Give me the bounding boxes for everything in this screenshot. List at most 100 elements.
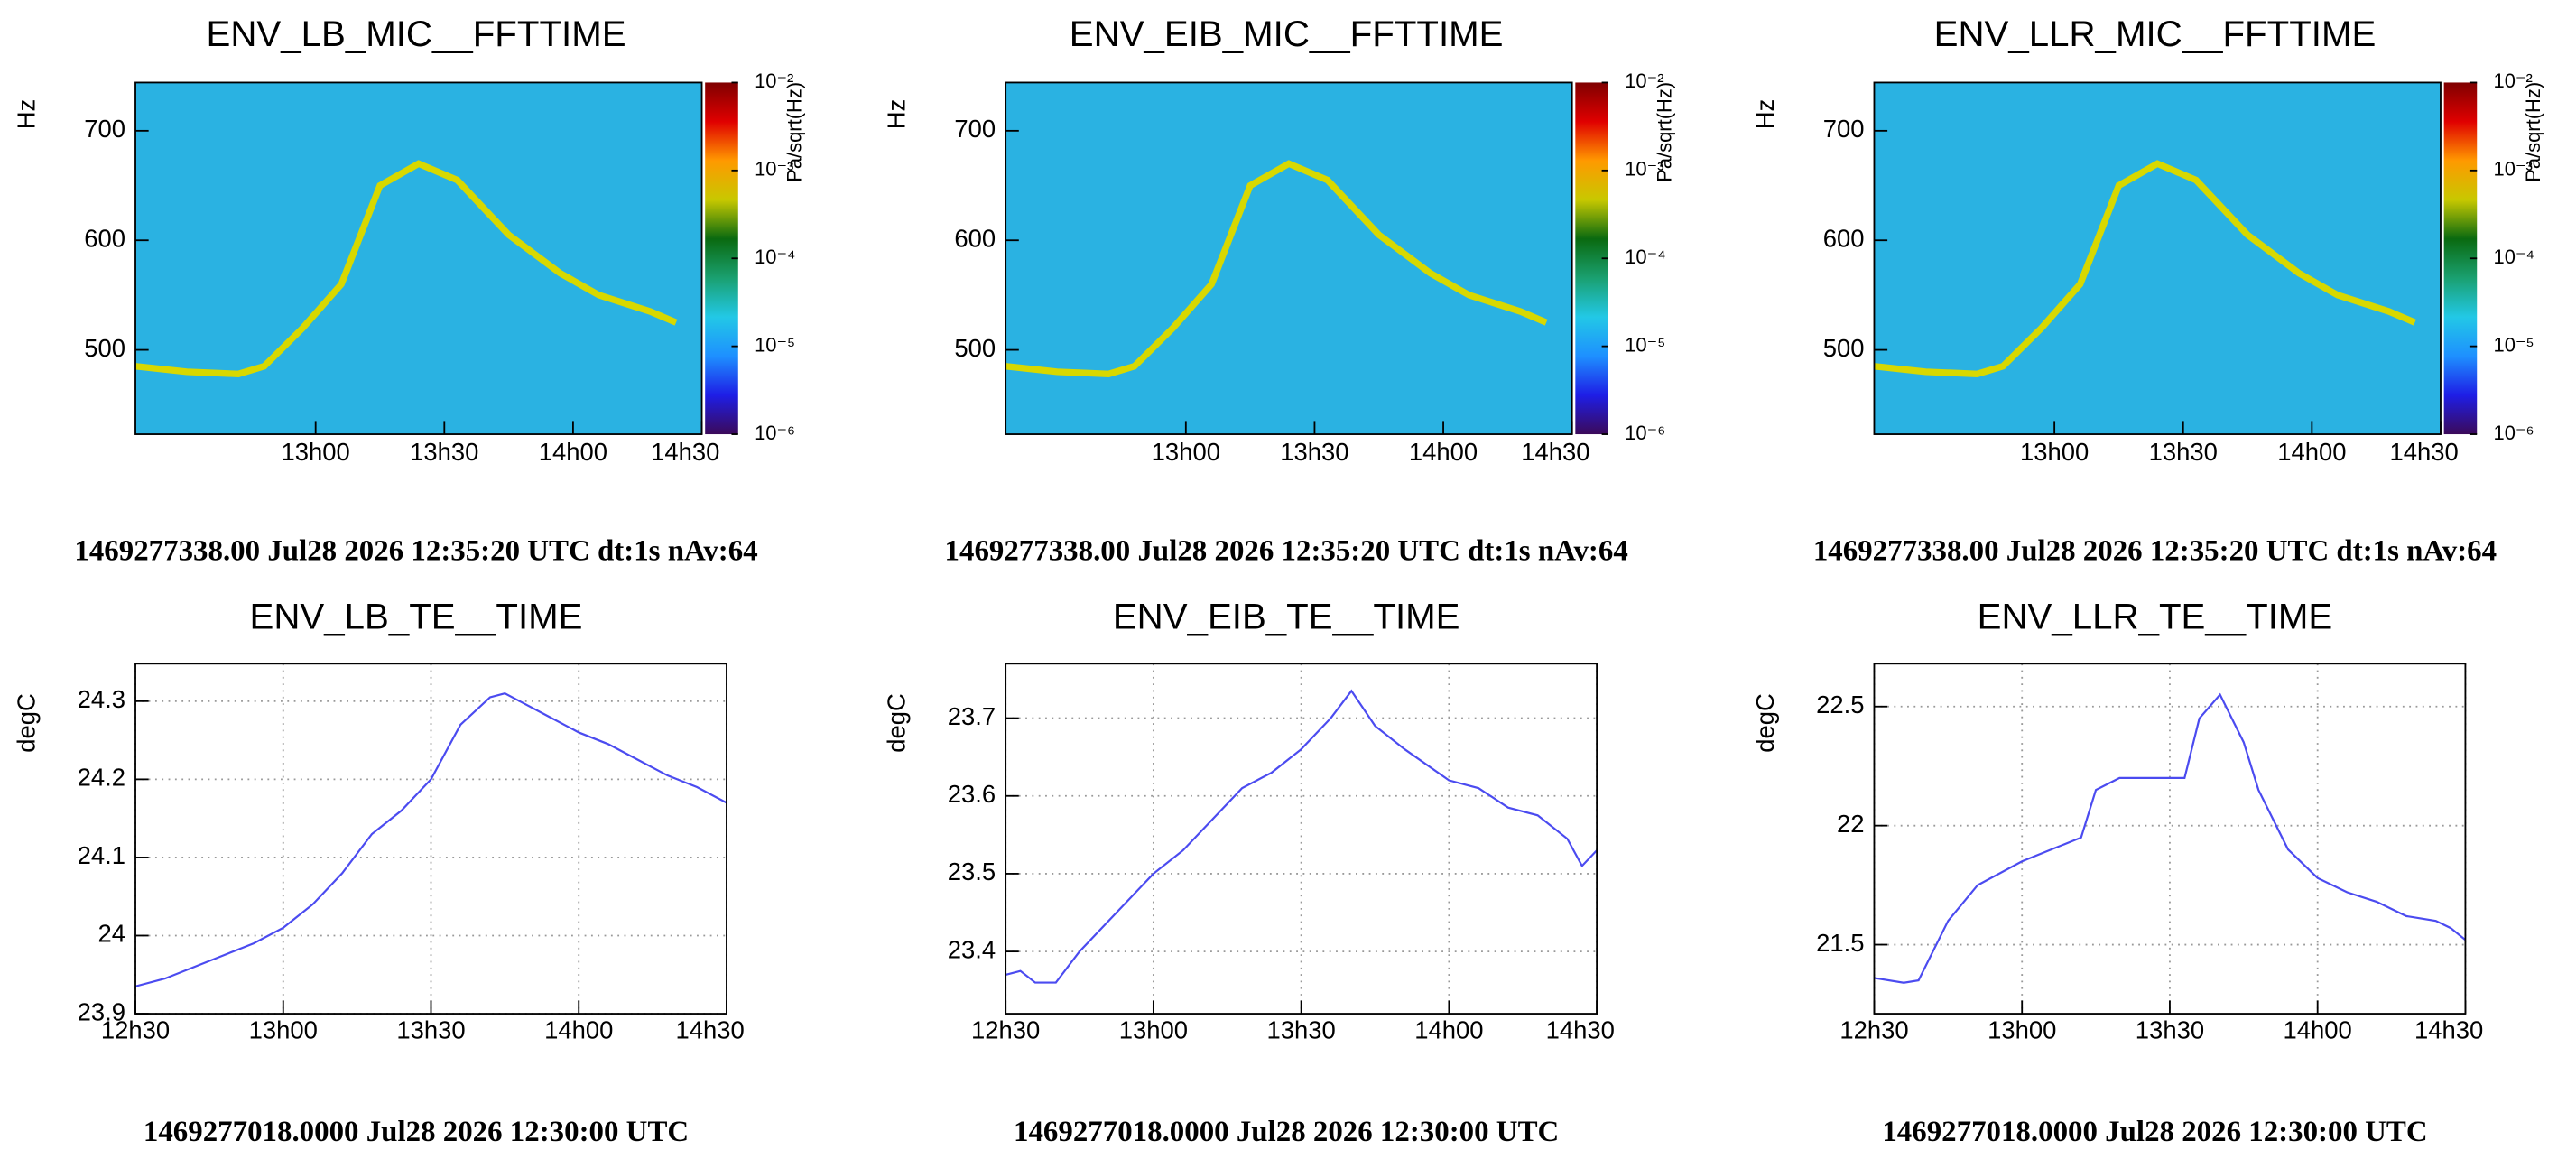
spectrogram-area	[1874, 82, 2441, 435]
x-tick-label: 14h00	[539, 438, 607, 466]
y-tick-label: 24.3	[78, 685, 125, 713]
ridge-line	[134, 160, 678, 377]
y-tick-label: 23.6	[948, 780, 996, 808]
x-tick-label: 14h00	[1409, 438, 1478, 466]
y-tick-label: 600	[1823, 224, 1865, 252]
y-tick-label: 24.2	[78, 764, 125, 792]
x-tick-label: 13h00	[249, 1015, 318, 1043]
ridge-line	[1005, 160, 1548, 377]
x-tick-label: 14h00	[544, 1015, 613, 1043]
z-tick-label: 10⁻⁶	[755, 422, 795, 444]
plot-frame	[134, 663, 727, 1015]
y-axis-label: Hz	[1751, 99, 1779, 130]
ridge-line	[1874, 160, 2416, 377]
x-tick-label: 12h30	[971, 1015, 1040, 1043]
x-tick-label: 14h00	[2277, 438, 2346, 466]
x-tick-label: 13h00	[1119, 1015, 1188, 1043]
y-tick-label: 500	[84, 334, 125, 362]
chart-title: ENV_LLR_MIC__FFTTIME	[1934, 14, 2377, 54]
plot-frame	[134, 81, 703, 435]
z-tick-label: 10⁻⁵	[1625, 333, 1665, 356]
y-tick-label: 23.5	[948, 858, 996, 885]
y-tick-label: 21.5	[1816, 929, 1864, 957]
y-tick-label: 600	[84, 224, 125, 252]
z-tick-label: 10⁻⁶	[2494, 422, 2534, 444]
y-tick-label: 24.1	[78, 841, 125, 869]
x-tick-label: 14h30	[676, 1015, 745, 1043]
z-tick-label: 10⁻³	[1625, 158, 1663, 181]
x-tick-label: 12h30	[1839, 1015, 1908, 1043]
z-tick-label: 10⁻³	[755, 158, 793, 181]
z-tick-label: 10⁻⁵	[2494, 333, 2534, 356]
plot-frame	[1873, 663, 2467, 1015]
x-tick-label: 13h30	[2149, 438, 2218, 466]
footer: 1469277018.0000 Jul28 2026 12:30:00 UTC	[144, 1116, 689, 1148]
chart-title: ENV_LB_TE__TIME	[250, 597, 583, 637]
x-tick-label: 12h30	[101, 1015, 170, 1043]
y-tick-label: 600	[954, 224, 996, 252]
y-axis-label: degC	[1751, 693, 1779, 753]
y-tick-label: 22.5	[1816, 691, 1864, 719]
footer: 1469277018.0000 Jul28 2026 12:30:00 UTC	[1014, 1116, 1559, 1148]
x-tick-label: 14h30	[2390, 438, 2459, 466]
chart-title: ENV_LLR_TE__TIME	[1978, 597, 2333, 637]
x-tick-label: 13h30	[1266, 1015, 1335, 1043]
chart-title: ENV_EIB_TE__TIME	[1113, 597, 1460, 637]
plot-frame	[1005, 81, 1573, 435]
data-line	[1005, 689, 1598, 984]
spectrogram-area	[135, 82, 702, 435]
y-tick-label: 24	[98, 920, 126, 948]
x-tick-label: 14h30	[2414, 1015, 2483, 1043]
z-tick-label: 10⁻⁴	[1625, 246, 1665, 268]
x-tick-label: 13h30	[2136, 1015, 2204, 1043]
y-tick-label: 23.9	[78, 997, 125, 1025]
z-tick-label: 10⁻³	[2494, 158, 2533, 181]
footer: 1469277338.00 Jul28 2026 12:35:20 UTC dt…	[945, 534, 1628, 567]
x-tick-label: 13h00	[282, 438, 350, 466]
y-axis-label: degC	[882, 693, 910, 753]
y-tick-label: 23.7	[948, 702, 996, 730]
data-line	[1874, 692, 2467, 984]
footer: 1469277338.00 Jul28 2026 12:35:20 UTC dt…	[1813, 534, 2497, 567]
x-tick-label: 14h30	[1546, 1015, 1615, 1043]
y-axis-label: degC	[12, 693, 40, 753]
x-tick-label: 14h00	[1414, 1015, 1483, 1043]
y-tick-label: 500	[954, 334, 996, 362]
z-tick-label: 10⁻⁴	[2494, 246, 2534, 268]
footer: 1469277338.00 Jul28 2026 12:35:20 UTC dt…	[74, 534, 757, 567]
y-tick-label: 700	[954, 115, 996, 143]
y-tick-label: 700	[84, 115, 125, 143]
plot-frame	[1005, 663, 1598, 1015]
x-tick-label: 13h30	[410, 438, 478, 466]
z-tick-label: 10⁻²	[755, 70, 793, 92]
x-tick-label: 13h30	[1280, 438, 1348, 466]
colorbar-label: Pa/sqrt(Hz)	[783, 82, 806, 182]
colorbar-label: Pa/sqrt(Hz)	[1654, 82, 1676, 182]
footer: 1469277018.0000 Jul28 2026 12:30:00 UTC	[1882, 1116, 2427, 1148]
x-tick-label: 13h00	[2020, 438, 2089, 466]
spectrogram-area	[1005, 82, 1572, 435]
z-tick-label: 10⁻⁵	[755, 333, 795, 356]
y-axis-label: Hz	[12, 99, 40, 130]
x-tick-label: 13h00	[1152, 438, 1220, 466]
x-tick-label: 14h30	[651, 438, 719, 466]
y-axis-label: Hz	[882, 99, 910, 130]
plot-frame	[1873, 81, 2442, 435]
x-tick-label: 14h00	[2284, 1015, 2352, 1043]
z-tick-label: 10⁻²	[2494, 70, 2533, 92]
colorbar-label: Pa/sqrt(Hz)	[2522, 82, 2544, 182]
data-line	[134, 692, 727, 987]
y-tick-label: 500	[1823, 334, 1865, 362]
x-tick-label: 13h00	[1988, 1015, 2056, 1043]
z-tick-label: 10⁻²	[1625, 70, 1663, 92]
y-tick-label: 23.4	[948, 935, 996, 963]
z-tick-label: 10⁻⁴	[755, 246, 795, 268]
x-tick-label: 13h30	[396, 1015, 465, 1043]
chart-title: ENV_LB_MIC__FFTTIME	[206, 14, 625, 54]
chart-title: ENV_EIB_MIC__FFTTIME	[1070, 14, 1504, 54]
y-tick-label: 22	[1837, 810, 1865, 838]
y-tick-label: 700	[1823, 115, 1865, 143]
z-tick-label: 10⁻⁶	[1625, 422, 1665, 444]
x-tick-label: 14h30	[1521, 438, 1589, 466]
